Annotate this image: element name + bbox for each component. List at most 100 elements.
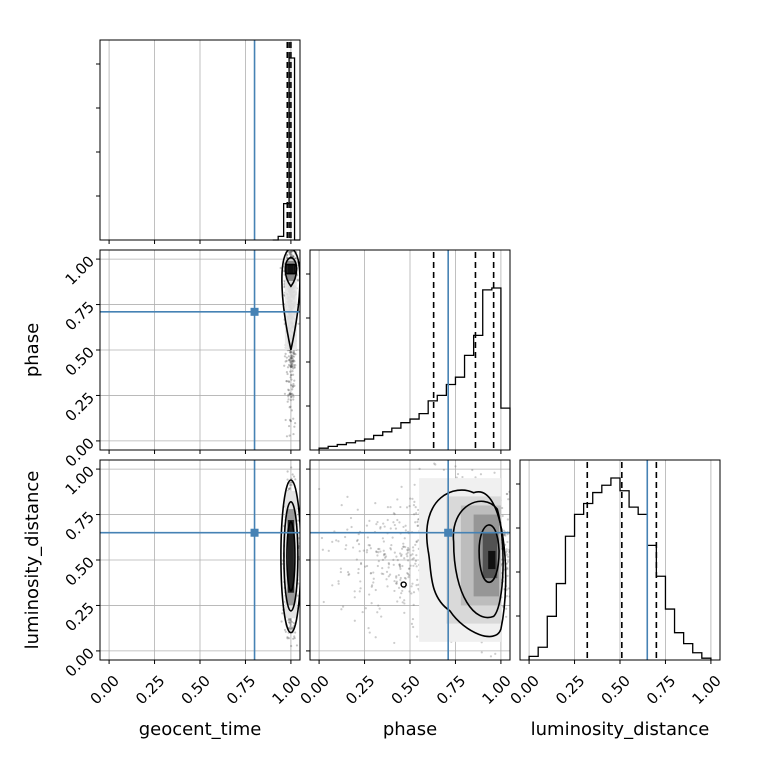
- sample-point: [288, 618, 292, 622]
- sample-point: [287, 389, 291, 392]
- sample-point: [290, 363, 294, 366]
- sample-point: [281, 612, 284, 615]
- sample-point: [283, 355, 287, 358]
- sample-point: [413, 513, 416, 516]
- sample-point: [285, 253, 288, 257]
- sample-point: [292, 393, 295, 397]
- sample-point: [399, 505, 402, 509]
- sample-point: [366, 536, 369, 539]
- sample-point: [353, 590, 356, 593]
- contour: [283, 501, 299, 612]
- sample-point: [289, 253, 292, 257]
- sample-point: [289, 251, 292, 254]
- panel-luminosity_distance-vs-luminosity_distance: [516, 459, 721, 664]
- sample-point: [392, 563, 395, 566]
- sample-point: [401, 589, 404, 592]
- sample-point: [291, 254, 294, 257]
- sample-point: [384, 553, 387, 556]
- sample-point: [386, 506, 390, 509]
- sample-point: [408, 548, 411, 551]
- density-cell: [488, 550, 496, 570]
- sample-point: [506, 574, 509, 577]
- sample-point: [389, 506, 392, 509]
- sample-point: [414, 505, 417, 509]
- sample-point: [358, 590, 361, 593]
- sample-point: [320, 536, 324, 540]
- sample-point: [292, 255, 295, 258]
- sample-point: [365, 551, 368, 554]
- sample-point: [404, 577, 407, 580]
- sample-point: [401, 601, 404, 604]
- sample-point: [289, 365, 292, 368]
- sample-point: [403, 599, 406, 602]
- sample-point: [375, 550, 378, 553]
- sample-point: [289, 350, 293, 353]
- sample-point: [506, 533, 509, 536]
- sample-point: [285, 380, 289, 383]
- sample-point: [288, 358, 291, 361]
- sample-point: [285, 359, 288, 362]
- sample-point: [406, 559, 410, 562]
- sample-point: [294, 478, 297, 481]
- sample-point: [382, 549, 385, 552]
- sample-point: [288, 406, 291, 409]
- sample-point: [335, 539, 338, 542]
- sample-point: [406, 555, 409, 558]
- sample-point: [359, 561, 363, 565]
- sample-point: [287, 388, 290, 391]
- sample-point: [404, 545, 407, 549]
- sample-point: [369, 547, 372, 550]
- contour: [478, 524, 500, 583]
- sample-point: [382, 540, 385, 543]
- y-tick-label-luminosity_distance: 0.75: [62, 508, 98, 544]
- sample-point: [290, 395, 293, 398]
- sample-point: [291, 359, 295, 362]
- sample-point: [288, 252, 291, 255]
- sample-point: [396, 559, 399, 562]
- sample-point: [294, 422, 297, 425]
- sample-point: [289, 357, 292, 360]
- sample-point: [289, 622, 292, 625]
- sample-point: [409, 554, 412, 557]
- sample-point: [380, 615, 383, 618]
- sample-point: [292, 255, 295, 258]
- sample-point: [358, 550, 361, 553]
- panel-luminosity_distance-vs-geocent_time: [96, 459, 301, 664]
- sample-point: [288, 488, 291, 491]
- sample-point: [296, 279, 300, 282]
- sample-point: [415, 584, 418, 587]
- sample-point: [398, 521, 401, 524]
- sample-point: [405, 506, 409, 509]
- sample-point: [480, 651, 483, 654]
- sample-point: [288, 626, 291, 629]
- sample-point: [346, 528, 349, 531]
- sample-point: [293, 257, 297, 260]
- sample-point: [407, 567, 411, 570]
- sample-point: [371, 584, 374, 587]
- sample-point: [284, 352, 287, 355]
- sample-point: [365, 548, 369, 552]
- sample-point: [291, 384, 294, 387]
- sample-point: [387, 566, 390, 569]
- sample-point: [507, 498, 510, 501]
- x-tick-label-geocent_time: 0.00: [87, 672, 123, 708]
- y-tick-label-phase: 0.75: [62, 298, 98, 334]
- sample-point: [291, 360, 294, 363]
- sample-point: [479, 473, 483, 476]
- sample-point: [506, 555, 510, 558]
- sample-point: [368, 631, 371, 634]
- sample-point: [376, 611, 379, 614]
- sample-point: [398, 563, 401, 566]
- sample-point: [292, 355, 296, 358]
- sample-point: [290, 365, 293, 369]
- sample-point: [401, 564, 404, 568]
- sample-point: [318, 487, 321, 491]
- sample-point: [393, 551, 396, 554]
- sample-point: [396, 498, 399, 501]
- panel-luminosity_distance-vs-phase: [306, 459, 511, 664]
- sample-point: [502, 529, 506, 532]
- sample-point: [506, 553, 509, 556]
- sample-point: [400, 553, 403, 556]
- sample-point: [413, 483, 416, 486]
- x-tick-label-luminosity_distance: 0.50: [598, 672, 634, 708]
